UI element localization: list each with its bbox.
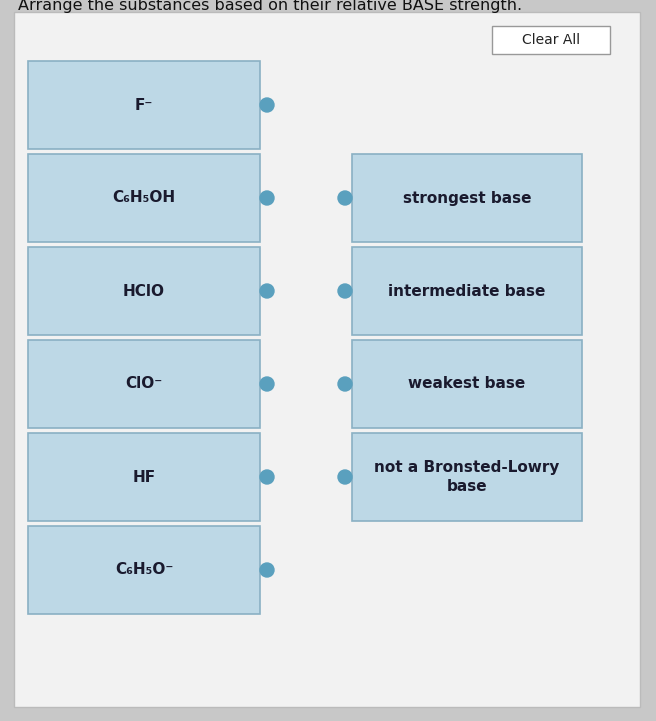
Text: strongest base: strongest base bbox=[403, 190, 531, 205]
Text: F⁻: F⁻ bbox=[135, 97, 154, 112]
Circle shape bbox=[260, 470, 274, 484]
Circle shape bbox=[260, 284, 274, 298]
FancyBboxPatch shape bbox=[28, 340, 260, 428]
Text: C₆H₅O⁻: C₆H₅O⁻ bbox=[115, 562, 173, 578]
FancyBboxPatch shape bbox=[28, 433, 260, 521]
Circle shape bbox=[338, 377, 352, 391]
Text: HF: HF bbox=[133, 469, 155, 485]
Text: HClO: HClO bbox=[123, 283, 165, 298]
FancyBboxPatch shape bbox=[352, 433, 582, 521]
FancyBboxPatch shape bbox=[492, 26, 610, 54]
Text: Clear All: Clear All bbox=[522, 33, 580, 47]
FancyBboxPatch shape bbox=[28, 154, 260, 242]
Circle shape bbox=[338, 284, 352, 298]
Text: ClO⁻: ClO⁻ bbox=[125, 376, 163, 392]
Circle shape bbox=[260, 563, 274, 577]
Text: not a Bronsted-Lowry
base: not a Bronsted-Lowry base bbox=[375, 459, 560, 495]
FancyBboxPatch shape bbox=[352, 340, 582, 428]
FancyBboxPatch shape bbox=[28, 61, 260, 149]
FancyBboxPatch shape bbox=[352, 154, 582, 242]
FancyBboxPatch shape bbox=[28, 247, 260, 335]
Circle shape bbox=[260, 191, 274, 205]
Circle shape bbox=[338, 470, 352, 484]
Circle shape bbox=[260, 98, 274, 112]
Text: weakest base: weakest base bbox=[409, 376, 525, 392]
FancyBboxPatch shape bbox=[14, 12, 640, 707]
Text: C₆H₅OH: C₆H₅OH bbox=[112, 190, 176, 205]
FancyBboxPatch shape bbox=[352, 247, 582, 335]
Text: intermediate base: intermediate base bbox=[388, 283, 546, 298]
Circle shape bbox=[260, 377, 274, 391]
Circle shape bbox=[338, 191, 352, 205]
FancyBboxPatch shape bbox=[28, 526, 260, 614]
Text: Arrange the substances based on their relative BASE strength.: Arrange the substances based on their re… bbox=[18, 0, 522, 13]
